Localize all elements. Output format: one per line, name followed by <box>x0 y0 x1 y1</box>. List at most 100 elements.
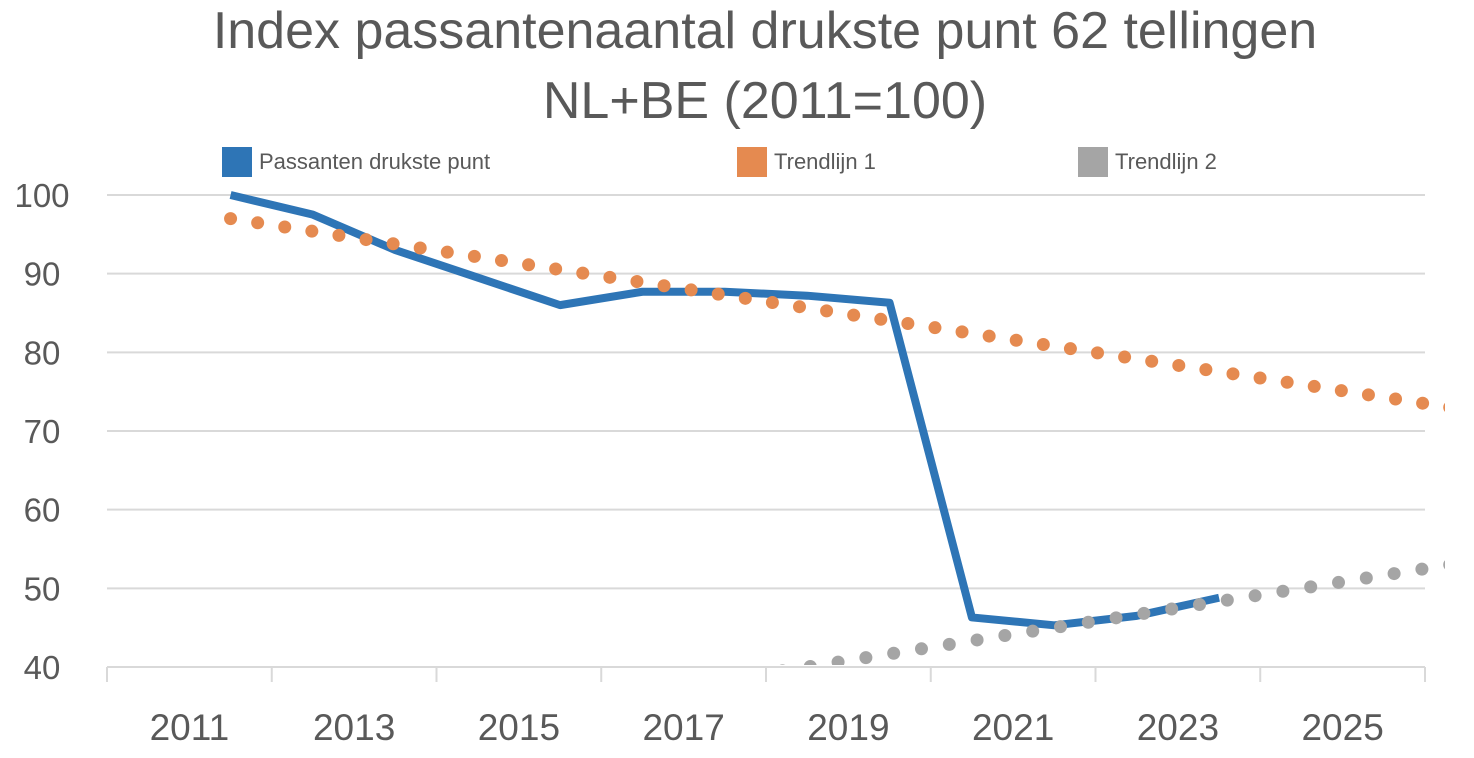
trendline-dot <box>305 224 319 238</box>
trendline-dot <box>549 262 563 276</box>
trendline-dot <box>1334 384 1348 398</box>
trendline-dot <box>1063 342 1077 356</box>
trendline-dot <box>1389 392 1403 406</box>
trendline-1 <box>224 212 1445 412</box>
trendline-dot <box>1118 350 1132 364</box>
trendline-dot <box>1307 379 1321 393</box>
x-tick-label: 2021 <box>972 707 1054 748</box>
legend-swatch <box>737 147 767 177</box>
trendline-dot <box>765 296 779 310</box>
trendline-dot <box>1253 371 1267 385</box>
y-tick-label: 80 <box>24 334 61 371</box>
x-tick-label: 2019 <box>807 707 889 748</box>
trendline-dot <box>332 228 346 242</box>
trendline-dot <box>576 266 590 280</box>
trendline-dot <box>224 212 238 226</box>
trendline-dot <box>803 660 817 665</box>
trendline-dot <box>386 237 400 251</box>
grid-lines <box>107 194 1425 590</box>
trendline-dot <box>859 651 873 665</box>
trendline-dot <box>1226 367 1240 381</box>
trendline-dot <box>1009 333 1023 347</box>
trendline-dot <box>413 241 427 255</box>
chart-title-line-1: Index passantenaantal drukste punt 62 te… <box>213 2 1317 60</box>
trendline-dot <box>1165 602 1179 616</box>
chart-title-line-2: NL+BE (2011=100) <box>543 72 987 130</box>
trendline-dot <box>955 325 969 339</box>
x-tick-label: 2011 <box>150 707 230 748</box>
trendline-dot <box>998 629 1012 643</box>
trendline-dot <box>603 270 617 284</box>
legend-swatch <box>1078 147 1108 177</box>
trendline-dot <box>942 637 956 651</box>
trendline-dot <box>874 312 888 326</box>
trendline-dot <box>847 308 861 322</box>
trendline-dot <box>1332 575 1346 589</box>
y-tick-label: 50 <box>24 570 61 607</box>
trendline-dot <box>278 220 292 234</box>
trendline-dot <box>792 300 806 314</box>
trendline-dot <box>1415 562 1429 576</box>
trendline-dot <box>1304 580 1318 594</box>
x-tick-label: 2015 <box>478 707 560 748</box>
y-tick-label: 70 <box>24 413 61 450</box>
trendline-dot <box>1145 354 1159 368</box>
trendline-dot <box>1137 606 1151 620</box>
trendline-dot <box>1036 337 1050 351</box>
trendline-dot <box>1248 589 1262 603</box>
trendline-dot <box>1443 560 1445 570</box>
trendline-dot <box>359 233 373 247</box>
series-layer <box>224 191 1445 665</box>
trendline-dot <box>820 304 834 318</box>
trendline-dot <box>887 646 901 660</box>
x-tick-label: 2025 <box>1301 707 1383 748</box>
trendline-dot <box>901 316 915 330</box>
trendline-dot <box>1053 620 1067 634</box>
trendline-dot <box>1276 584 1290 598</box>
y-tick-label: 40 <box>24 649 61 686</box>
trendline-dot <box>970 633 984 647</box>
trendline-2 <box>779 560 1445 665</box>
trendline-dot <box>1172 358 1186 372</box>
legend-swatch <box>222 147 252 177</box>
trendline-dot <box>1220 593 1234 607</box>
trendline-dot <box>1026 624 1040 638</box>
legend-label: Trendlijn 2 <box>1115 149 1217 174</box>
trendline-dot <box>738 291 752 305</box>
x-tick-label: 2023 <box>1137 707 1219 748</box>
trendline-dot <box>1416 396 1430 410</box>
trendline-dot <box>684 283 698 297</box>
axes: 40 50 60 70 80 90 100 2011 2013 2015 2017 2019 2021 2… <box>14 177 1426 748</box>
trendline-dot <box>440 245 454 259</box>
trendline-dot <box>251 216 265 230</box>
trendline-dot <box>1443 402 1445 412</box>
y-tick-label: 90 <box>24 256 61 293</box>
y-tick-label: 100 <box>14 177 69 214</box>
trendline-dot <box>1109 611 1123 625</box>
trendline-dot <box>1199 363 1213 377</box>
trendline-dot <box>928 321 942 335</box>
trendline-dot <box>494 254 508 268</box>
trendline-dot <box>467 249 481 263</box>
trendline-dot <box>657 279 671 293</box>
x-tick-label: 2013 <box>313 707 395 748</box>
trendline-dot <box>1192 598 1206 612</box>
legend: Passanten drukste punt Trendlijn 1 Trendli… <box>222 147 1217 177</box>
trendline-dot <box>779 664 786 665</box>
trendline-dot <box>1280 375 1294 389</box>
series-line-passanten <box>229 191 1220 630</box>
trendline-dot <box>831 655 845 665</box>
y-tick-label: 60 <box>24 492 61 529</box>
legend-label: Passanten drukste punt <box>259 149 490 174</box>
trendline-dot <box>1081 615 1095 629</box>
trendline-dot <box>914 642 928 656</box>
trendline-dot <box>1387 567 1401 581</box>
trendline-dot <box>1359 571 1373 585</box>
legend-label: Trendlijn 1 <box>774 149 876 174</box>
trendline-dot <box>1091 346 1105 360</box>
trendline-dot <box>711 287 725 301</box>
x-tick-label: 2017 <box>642 707 724 748</box>
trendline-dot <box>1361 388 1375 402</box>
trendline-dot <box>630 275 644 289</box>
